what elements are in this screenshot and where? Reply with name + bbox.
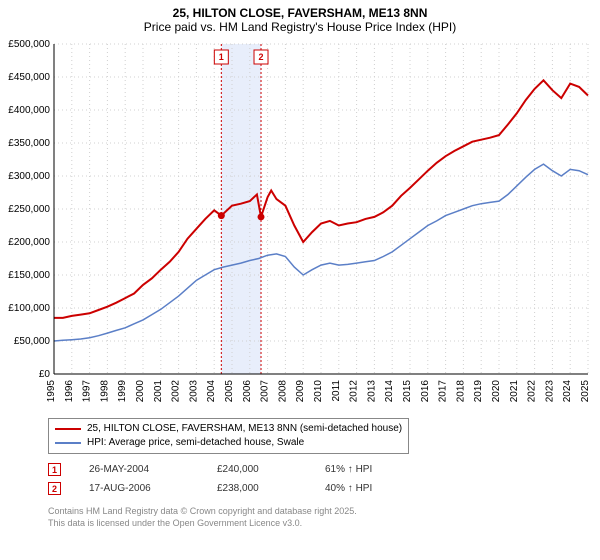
sale-row-date: 26-MAY-2004 (89, 464, 189, 475)
legend-row: 25, HILTON CLOSE, FAVERSHAM, ME13 8NN (s… (55, 422, 402, 436)
y-tick-label: £350,000 (8, 138, 50, 149)
y-tick-label: £450,000 (8, 72, 50, 83)
sale-row-diff: 40% ↑ HPI (325, 483, 415, 494)
legend-swatch (55, 442, 81, 444)
x-tick-label: 2017 (438, 380, 449, 403)
y-tick-label: £0 (39, 369, 51, 380)
y-tick-label: £100,000 (8, 303, 50, 314)
x-tick-label: 2012 (349, 380, 360, 403)
x-tick-label: 2025 (580, 380, 591, 403)
attribution: Contains HM Land Registry data © Crown c… (48, 506, 592, 529)
x-tick-label: 1996 (64, 380, 75, 403)
x-tick-label: 2008 (277, 380, 288, 403)
x-tick-label: 2023 (544, 380, 555, 403)
x-tick-label: 2011 (331, 380, 342, 402)
x-tick-label: 2003 (188, 380, 199, 403)
legend-label: 25, HILTON CLOSE, FAVERSHAM, ME13 8NN (s… (87, 422, 402, 436)
title-line-1: 25, HILTON CLOSE, FAVERSHAM, ME13 8NN (8, 6, 592, 20)
attribution-line-2: This data is licensed under the Open Gov… (48, 518, 592, 530)
x-tick-label: 2024 (562, 380, 573, 403)
sale-row: 2 17-AUG-2006 £238,000 40% ↑ HPI (48, 479, 592, 498)
x-tick-label: 2001 (153, 380, 164, 403)
series-property (54, 80, 588, 318)
sale-row-marker: 2 (48, 482, 61, 495)
title-line-2: Price paid vs. HM Land Registry's House … (8, 20, 592, 34)
sale-row-diff: 61% ↑ HPI (325, 464, 415, 475)
x-tick-label: 2021 (509, 380, 520, 403)
y-tick-label: £250,000 (8, 204, 50, 215)
x-tick-label: 2015 (402, 380, 413, 403)
x-tick-label: 2013 (366, 380, 377, 403)
x-tick-label: 2016 (420, 380, 431, 403)
y-tick-label: £500,000 (8, 39, 50, 50)
y-tick-label: £50,000 (14, 336, 51, 347)
y-tick-label: £150,000 (8, 270, 50, 281)
sale-row-marker: 1 (48, 463, 61, 476)
x-tick-label: 2002 (171, 380, 182, 403)
sale-row: 1 26-MAY-2004 £240,000 61% ↑ HPI (48, 460, 592, 479)
x-tick-label: 2019 (473, 380, 484, 403)
x-tick-label: 2004 (206, 380, 217, 403)
x-tick-label: 2000 (135, 380, 146, 403)
x-tick-label: 2005 (224, 380, 235, 403)
x-tick-label: 2020 (491, 380, 502, 403)
sale-row-price: £240,000 (217, 464, 297, 475)
sale-marker-number: 2 (259, 52, 264, 62)
x-tick-label: 1998 (99, 380, 110, 403)
sales-table: 1 26-MAY-2004 £240,000 61% ↑ HPI 2 17-AUG-200… (48, 460, 592, 498)
x-tick-label: 1999 (117, 380, 128, 403)
x-tick-label: 2018 (455, 380, 466, 403)
legend-swatch (55, 428, 81, 430)
x-tick-label: 2009 (295, 380, 306, 403)
x-tick-label: 2007 (260, 380, 271, 403)
chart-title: 25, HILTON CLOSE, FAVERSHAM, ME13 8NN Pr… (8, 6, 592, 34)
x-tick-label: 2022 (527, 380, 538, 403)
legend: 25, HILTON CLOSE, FAVERSHAM, ME13 8NN (s… (48, 418, 409, 454)
attribution-line-1: Contains HM Land Registry data © Crown c… (48, 506, 592, 518)
x-tick-label: 1995 (46, 380, 57, 403)
sale-marker-number: 1 (219, 52, 224, 62)
y-tick-label: £400,000 (8, 105, 50, 116)
x-tick-label: 2014 (384, 380, 395, 403)
x-tick-label: 2006 (242, 380, 253, 403)
x-tick-label: 2010 (313, 380, 324, 403)
chart-area: £0 £50,000 £100,000 £150,000 £200,000 £250,00… (8, 38, 592, 416)
legend-row: HPI: Average price, semi-detached house,… (55, 436, 402, 450)
legend-label: HPI: Average price, semi-detached house,… (87, 436, 304, 450)
y-tick-label: £300,000 (8, 171, 50, 182)
sale-row-price: £238,000 (217, 483, 297, 494)
line-chart-svg: £0 £50,000 £100,000 £150,000 £200,000 £250,00… (8, 38, 592, 416)
y-tick-label: £200,000 (8, 237, 50, 248)
x-tick-label: 1997 (82, 380, 93, 403)
sale-row-date: 17-AUG-2006 (89, 483, 189, 494)
